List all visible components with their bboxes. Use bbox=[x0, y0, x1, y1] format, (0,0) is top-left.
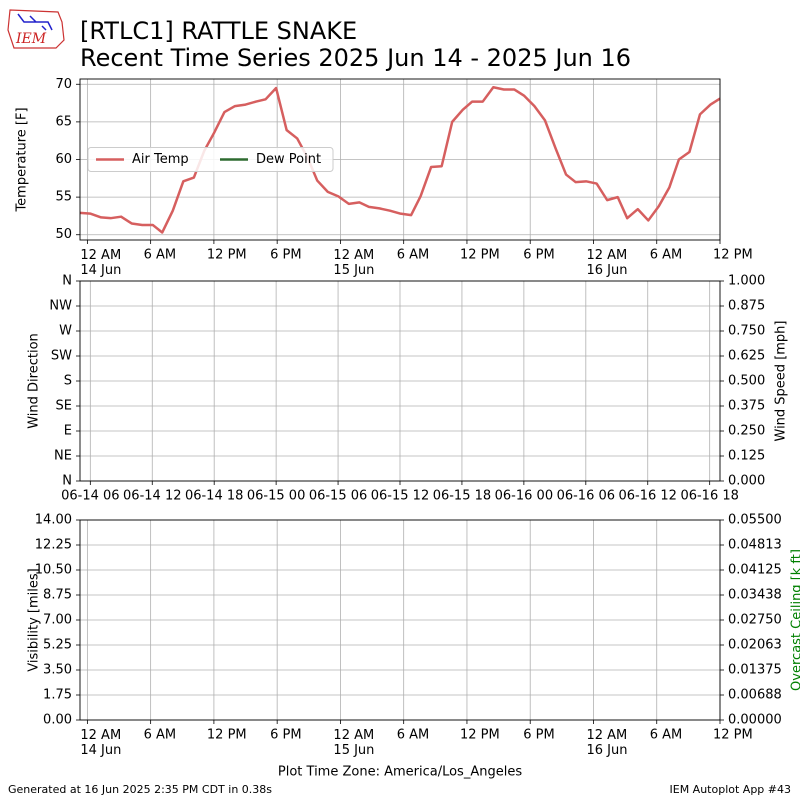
y-tick-label: 65 bbox=[55, 114, 72, 129]
y2-tick-label: 0.04125 bbox=[728, 563, 782, 578]
y-tick-label: SW bbox=[51, 349, 72, 364]
legend: Air Temp Dew Point bbox=[87, 147, 334, 172]
x-tick-label: 6 AM bbox=[397, 248, 430, 263]
y2-tick-label: 0.00000 bbox=[728, 713, 782, 728]
x-tick-label: 12 AM 15 Jun bbox=[333, 248, 374, 278]
y-tick-label: NW bbox=[49, 299, 72, 314]
y2-tick-label: 0.02750 bbox=[728, 613, 782, 628]
x-tick-label: 6 PM bbox=[270, 728, 301, 743]
y2-tick-label: 0.500 bbox=[728, 374, 765, 389]
x-tick-label: 06-14 18 bbox=[185, 489, 243, 504]
chart-title: [RTLC1] RATTLE SNAKE bbox=[80, 17, 357, 45]
y2-tick-label: 0.625 bbox=[728, 349, 765, 364]
x-axis-label: Plot Time Zone: America/Los_Angeles bbox=[278, 765, 522, 780]
x-tick-label: 6 AM bbox=[397, 728, 430, 743]
y2-axis-label: Wind Speed [mph] bbox=[774, 321, 789, 442]
y-tick-label: 3.50 bbox=[43, 663, 72, 678]
x-tick-label: 6 AM bbox=[144, 728, 177, 743]
x-tick-label: 12 AM 14 Jun bbox=[80, 248, 121, 278]
y2-tick-label: 0.250 bbox=[728, 424, 765, 439]
y-tick-label: 55 bbox=[55, 190, 72, 205]
x-tick-label: 12 AM 16 Jun bbox=[586, 728, 627, 758]
x-tick-label: 06-15 00 bbox=[247, 489, 305, 504]
x-tick-label: 06-15 12 bbox=[371, 489, 429, 504]
y-tick-label: 7.00 bbox=[43, 613, 72, 628]
y2-tick-label: 0.125 bbox=[728, 449, 765, 464]
y-tick-label: 60 bbox=[55, 152, 72, 167]
y-tick-label: NE bbox=[54, 449, 72, 464]
y2-tick-label: 0.750 bbox=[728, 324, 765, 339]
x-tick-label: 6 AM bbox=[650, 728, 683, 743]
x-tick-label: 6 PM bbox=[270, 248, 301, 263]
x-tick-label: 06-16 18 bbox=[680, 489, 738, 504]
footer-generated: Generated at 16 Jun 2025 2:35 PM CDT in … bbox=[8, 783, 272, 796]
x-tick-label: 12 PM bbox=[207, 248, 247, 263]
y-tick-label: SE bbox=[56, 399, 72, 414]
x-tick-label: 12 AM 14 Jun bbox=[80, 728, 121, 758]
y2-tick-label: 0.01375 bbox=[728, 663, 782, 678]
x-tick-label: 6 AM bbox=[144, 248, 177, 263]
y2-tick-label: 0.05500 bbox=[728, 513, 782, 528]
x-tick-label: 12 PM bbox=[713, 728, 753, 743]
y-tick-label: 5.25 bbox=[43, 638, 72, 653]
y-tick-label: 1.75 bbox=[43, 688, 72, 703]
x-tick-label: 12 AM 16 Jun bbox=[586, 248, 627, 278]
legend-box bbox=[87, 147, 334, 172]
y-tick-label: W bbox=[59, 324, 72, 339]
data-line bbox=[79, 86, 721, 234]
y-tick-label: E bbox=[64, 424, 72, 439]
y2-tick-label: 0.375 bbox=[728, 399, 765, 414]
logo: IEM bbox=[7, 9, 65, 49]
y-tick-label: N bbox=[62, 474, 72, 489]
y-axis-label: Wind Direction bbox=[27, 333, 42, 429]
x-tick-label: 06-15 18 bbox=[433, 489, 491, 504]
axes-frame bbox=[79, 519, 721, 721]
legend-label: Air Temp bbox=[132, 152, 189, 167]
y2-tick-label: 0.875 bbox=[728, 299, 765, 314]
y-axis-label: Visibility [miles] bbox=[27, 568, 42, 671]
x-tick-label: 12 PM bbox=[460, 728, 500, 743]
y-tick-label: 10.50 bbox=[35, 563, 72, 578]
y-tick-label: 70 bbox=[55, 77, 72, 92]
x-tick-label: 06-16 12 bbox=[619, 489, 677, 504]
axes-frame bbox=[79, 280, 721, 482]
y-tick-label: 0.00 bbox=[43, 713, 72, 728]
x-tick-label: 06-14 12 bbox=[123, 489, 181, 504]
y-tick-label: S bbox=[64, 374, 72, 389]
axes-frame bbox=[79, 78, 721, 241]
x-tick-label: 6 AM bbox=[650, 248, 683, 263]
y-tick-label: 50 bbox=[55, 227, 72, 242]
x-tick-label: 6 PM bbox=[523, 728, 554, 743]
x-tick-label: 12 PM bbox=[460, 248, 500, 263]
x-tick-label: 12 AM 15 Jun bbox=[333, 728, 374, 758]
footer-app: IEM Autoplot App #43 bbox=[670, 783, 792, 796]
legend-label: Dew Point bbox=[256, 152, 321, 167]
x-tick-label: 06-15 06 bbox=[309, 489, 367, 504]
y2-tick-label: 1.000 bbox=[728, 274, 765, 289]
y-axis-label: Temperature [F] bbox=[15, 107, 30, 212]
logo-lines bbox=[17, 13, 53, 31]
x-tick-label: 06-16 00 bbox=[495, 489, 553, 504]
x-tick-label: 12 PM bbox=[207, 728, 247, 743]
x-tick-label: 06-16 06 bbox=[557, 489, 615, 504]
x-tick-label: 12 PM bbox=[713, 248, 753, 263]
y2-tick-label: 0.000 bbox=[728, 474, 765, 489]
y2-tick-label: 0.03438 bbox=[728, 588, 782, 603]
y2-tick-label: 0.00688 bbox=[728, 688, 782, 703]
y2-axis-label: Overcast Ceiling [k ft] bbox=[790, 549, 800, 691]
y-tick-label: 12.25 bbox=[35, 538, 72, 553]
y-tick-label: 14.00 bbox=[35, 513, 72, 528]
y-tick-label: 8.75 bbox=[43, 588, 72, 603]
y2-tick-label: 0.02063 bbox=[728, 638, 782, 653]
logo-text: IEM bbox=[15, 31, 47, 47]
x-tick-label: 06-14 06 bbox=[61, 489, 119, 504]
chart-subtitle: Recent Time Series 2025 Jun 14 - 2025 Ju… bbox=[80, 44, 631, 72]
y2-tick-label: 0.04813 bbox=[728, 538, 782, 553]
y-tick-label: N bbox=[62, 274, 72, 289]
x-tick-label: 6 PM bbox=[523, 248, 554, 263]
